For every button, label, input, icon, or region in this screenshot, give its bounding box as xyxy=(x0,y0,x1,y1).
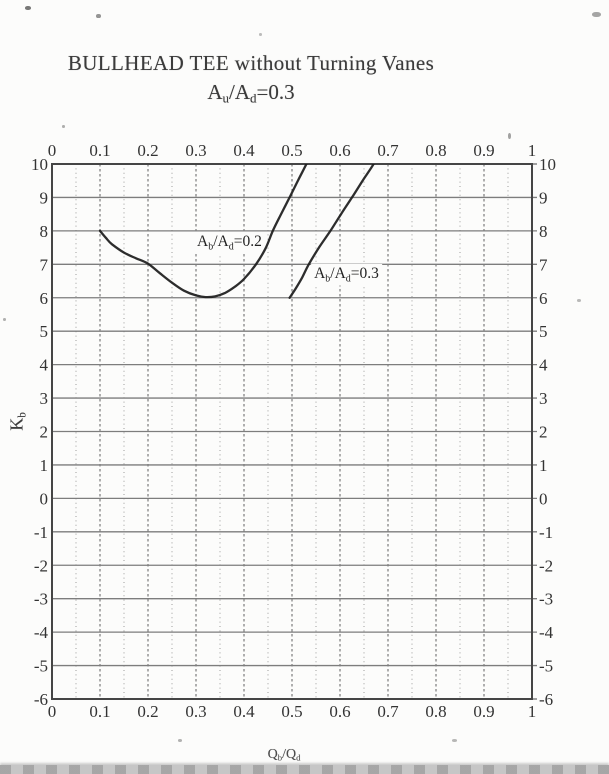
scan-speck xyxy=(96,14,101,18)
x-tick-label-top: 0.4 xyxy=(233,141,255,160)
y-tick-label-right: -5 xyxy=(539,657,553,676)
scanner-edge-band xyxy=(0,765,609,774)
y-tick-label-left: 3 xyxy=(40,389,49,408)
scan-speck xyxy=(25,6,31,10)
x-tick-label-top: 0.9 xyxy=(473,141,494,160)
scan-speck xyxy=(259,33,262,36)
label-subscript: b xyxy=(277,752,283,763)
scan-speck xyxy=(452,739,457,742)
y-tick-label-right: 1 xyxy=(539,456,548,475)
y-tick-label-right: 3 xyxy=(539,389,548,408)
y-tick-label-right: 4 xyxy=(539,356,548,375)
scan-speck xyxy=(3,318,6,321)
y-tick-label-left: 0 xyxy=(40,489,49,508)
label-subscript: u xyxy=(222,90,230,106)
x-tick-label-top: 0 xyxy=(48,141,57,160)
x-tick-label-bottom: 0.4 xyxy=(233,702,255,721)
chart-title: BULLHEAD TEE without Turning Vanes xyxy=(67,51,435,75)
scan-speck xyxy=(178,739,182,742)
x-axis-title: Qb/Qd xyxy=(234,747,334,763)
x-tick-label-top: 0.5 xyxy=(281,141,302,160)
label-text: Q xyxy=(267,747,278,762)
x-tick-label-top: 0.8 xyxy=(425,141,446,160)
x-tick-label-bottom: 0.2 xyxy=(137,702,158,721)
y-tick-label-right: -3 xyxy=(539,590,553,609)
label-text: A xyxy=(207,80,223,104)
x-tick-label-bottom: 0.8 xyxy=(425,702,446,721)
y-tick-label-left: -6 xyxy=(34,690,48,709)
y-axis-title: Kb xyxy=(6,399,29,445)
y-tick-label-right: 2 xyxy=(539,423,548,442)
y-tick-label-left: -3 xyxy=(34,590,48,609)
curve-label-ab-ad-03: Ab/Ad=0.3 xyxy=(314,265,379,285)
x-tick-label-top: 0.7 xyxy=(377,141,399,160)
y-tick-label-left: 9 xyxy=(40,188,49,207)
label-text: /A xyxy=(229,80,251,104)
curve-label-mask xyxy=(194,231,265,254)
y-tick-label-left: -2 xyxy=(34,556,48,575)
y-tick-label-right: 0 xyxy=(539,489,548,508)
x-tick-label-top: 0.1 xyxy=(89,141,110,160)
x-tick-label-top: 1 xyxy=(528,141,537,160)
y-tick-label-left: 7 xyxy=(40,255,49,274)
y-tick-label-left: -1 xyxy=(34,523,48,542)
y-tick-label-right: -1 xyxy=(539,523,553,542)
x-tick-label-bottom: 0.7 xyxy=(377,702,399,721)
scan-speck xyxy=(592,12,601,17)
y-tick-label-left: 6 xyxy=(40,289,49,308)
label-subscript: d xyxy=(250,90,257,106)
y-tick-label-right: 10 xyxy=(539,155,556,174)
label-subscript: b xyxy=(16,412,29,418)
y-tick-label-right: -4 xyxy=(539,623,554,642)
y-tick-label-right: -2 xyxy=(539,556,553,575)
x-tick-label-top: 0.2 xyxy=(137,141,158,160)
y-tick-label-right: 6 xyxy=(539,289,548,308)
chart-subtitle: Au/Ad=0.3 xyxy=(0,80,502,105)
x-tick-label-bottom: 0.6 xyxy=(329,702,350,721)
y-tick-label-right: 5 xyxy=(539,322,548,341)
x-tick-label-bottom: 0.5 xyxy=(281,702,302,721)
scan-speck xyxy=(577,299,581,302)
y-tick-label-right: -6 xyxy=(539,690,553,709)
scan-speck xyxy=(62,125,65,128)
y-tick-label-right: 8 xyxy=(539,222,548,241)
x-tick-label-bottom: 0.9 xyxy=(473,702,494,721)
x-tick-label-bottom: 1 xyxy=(528,702,537,721)
label-text: K xyxy=(6,417,27,431)
curve-label-mask xyxy=(311,264,383,286)
x-tick-label-bottom: 0 xyxy=(48,702,57,721)
x-tick-label-top: 0.3 xyxy=(185,141,206,160)
label-text: =0.3 xyxy=(256,80,295,104)
x-tick-label-bottom: 0.1 xyxy=(89,702,110,721)
y-tick-label-left: 1 xyxy=(40,456,49,475)
label-text: /Q xyxy=(282,747,297,762)
curve-label-ab-ad-02: Ab/Ad=0.2 xyxy=(197,233,262,253)
x-tick-label-top: 0.6 xyxy=(329,141,350,160)
y-tick-label-right: 7 xyxy=(539,255,548,274)
label-subscript: d xyxy=(296,752,301,763)
y-tick-label-right: 9 xyxy=(539,188,548,207)
y-tick-label-left: 5 xyxy=(40,322,49,341)
y-tick-label-left: 8 xyxy=(40,222,49,241)
y-tick-label-left: 10 xyxy=(31,155,48,174)
plot-frame xyxy=(51,163,533,700)
curve-ab-ad-02 xyxy=(98,164,308,299)
y-tick-label-left: -4 xyxy=(34,623,49,642)
y-tick-label-left: -5 xyxy=(34,657,48,676)
x-tick-label-bottom: 0.3 xyxy=(185,702,206,721)
scan-speck xyxy=(508,133,511,139)
y-tick-label-left: 4 xyxy=(40,356,49,375)
curve-ab-ad-03 xyxy=(288,164,375,299)
y-tick-label-left: 2 xyxy=(40,423,49,442)
